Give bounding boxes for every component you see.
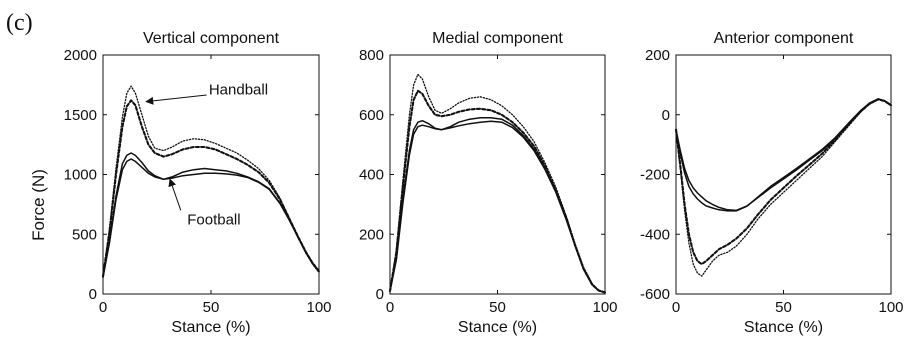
y-tick-label: 2000 [64,47,97,64]
x-tick-label: 50 [489,299,506,316]
y-tick-label: 800 [359,47,384,64]
y-tick-label: 0 [662,107,670,124]
x-axis-label: Stance (%) [171,319,250,336]
series-line-dashed-2 [674,98,893,266]
chart-panel-3: Anterior component 0 50 100 200 0 -200 -400 -600… [640,30,904,336]
annotation-arrow-football [168,178,182,211]
y-tick-label: 0 [376,286,384,303]
x-tick-label: 0 [672,299,680,316]
y-tick-label: -200 [640,167,670,184]
y-tick-label: -600 [640,286,670,303]
panel-label: (c) [6,10,33,36]
y-tick-label: 600 [359,107,384,124]
y-tick-label: 200 [359,226,384,243]
y-tick-label: 0 [89,286,97,303]
plot-frame [389,54,606,295]
series-line-solid-3 [389,116,606,294]
series-line-solid-3 [675,98,892,212]
chart-panel-2: Medial component 0 50 100 0 200 400 600 800 Stanc… [359,30,618,336]
y-tick-label: 400 [359,167,384,184]
x-axis-label: Stance (%) [458,319,537,336]
x-tick-label: 100 [878,299,903,316]
series-line-solid-4 [102,158,320,279]
y-tick-label: 200 [645,47,670,64]
y-axis-label: Force (N) [29,169,48,241]
x-tick-label: 0 [99,299,107,316]
series-line-dashed-2 [101,99,321,278]
chart-title: Vertical component [143,30,280,47]
y-tick-label: 1500 [64,107,97,124]
series-line-solid-4 [389,120,606,294]
x-tick-label: 100 [306,299,331,316]
series-line-dotted-1 [389,73,606,294]
x-tick-label: 100 [592,299,617,316]
x-tick-label: 50 [203,299,220,316]
series-line-solid-4 [675,98,892,212]
x-axis-label: Stance (%) [744,319,823,336]
y-tick-label: 1000 [64,167,97,184]
x-tick-label: 0 [386,299,394,316]
annotation-arrow-handball [145,94,207,105]
chart-title: Medial component [432,30,563,47]
annotation-football: Football [187,212,240,229]
annotation-handball: Handball [209,81,268,98]
series-line-dotted-1 [102,85,320,277]
x-tick-label: 50 [775,299,792,316]
y-tick-label: 500 [72,226,97,243]
y-tick-label: -400 [640,226,670,243]
chart-title: Anterior component [714,30,854,47]
